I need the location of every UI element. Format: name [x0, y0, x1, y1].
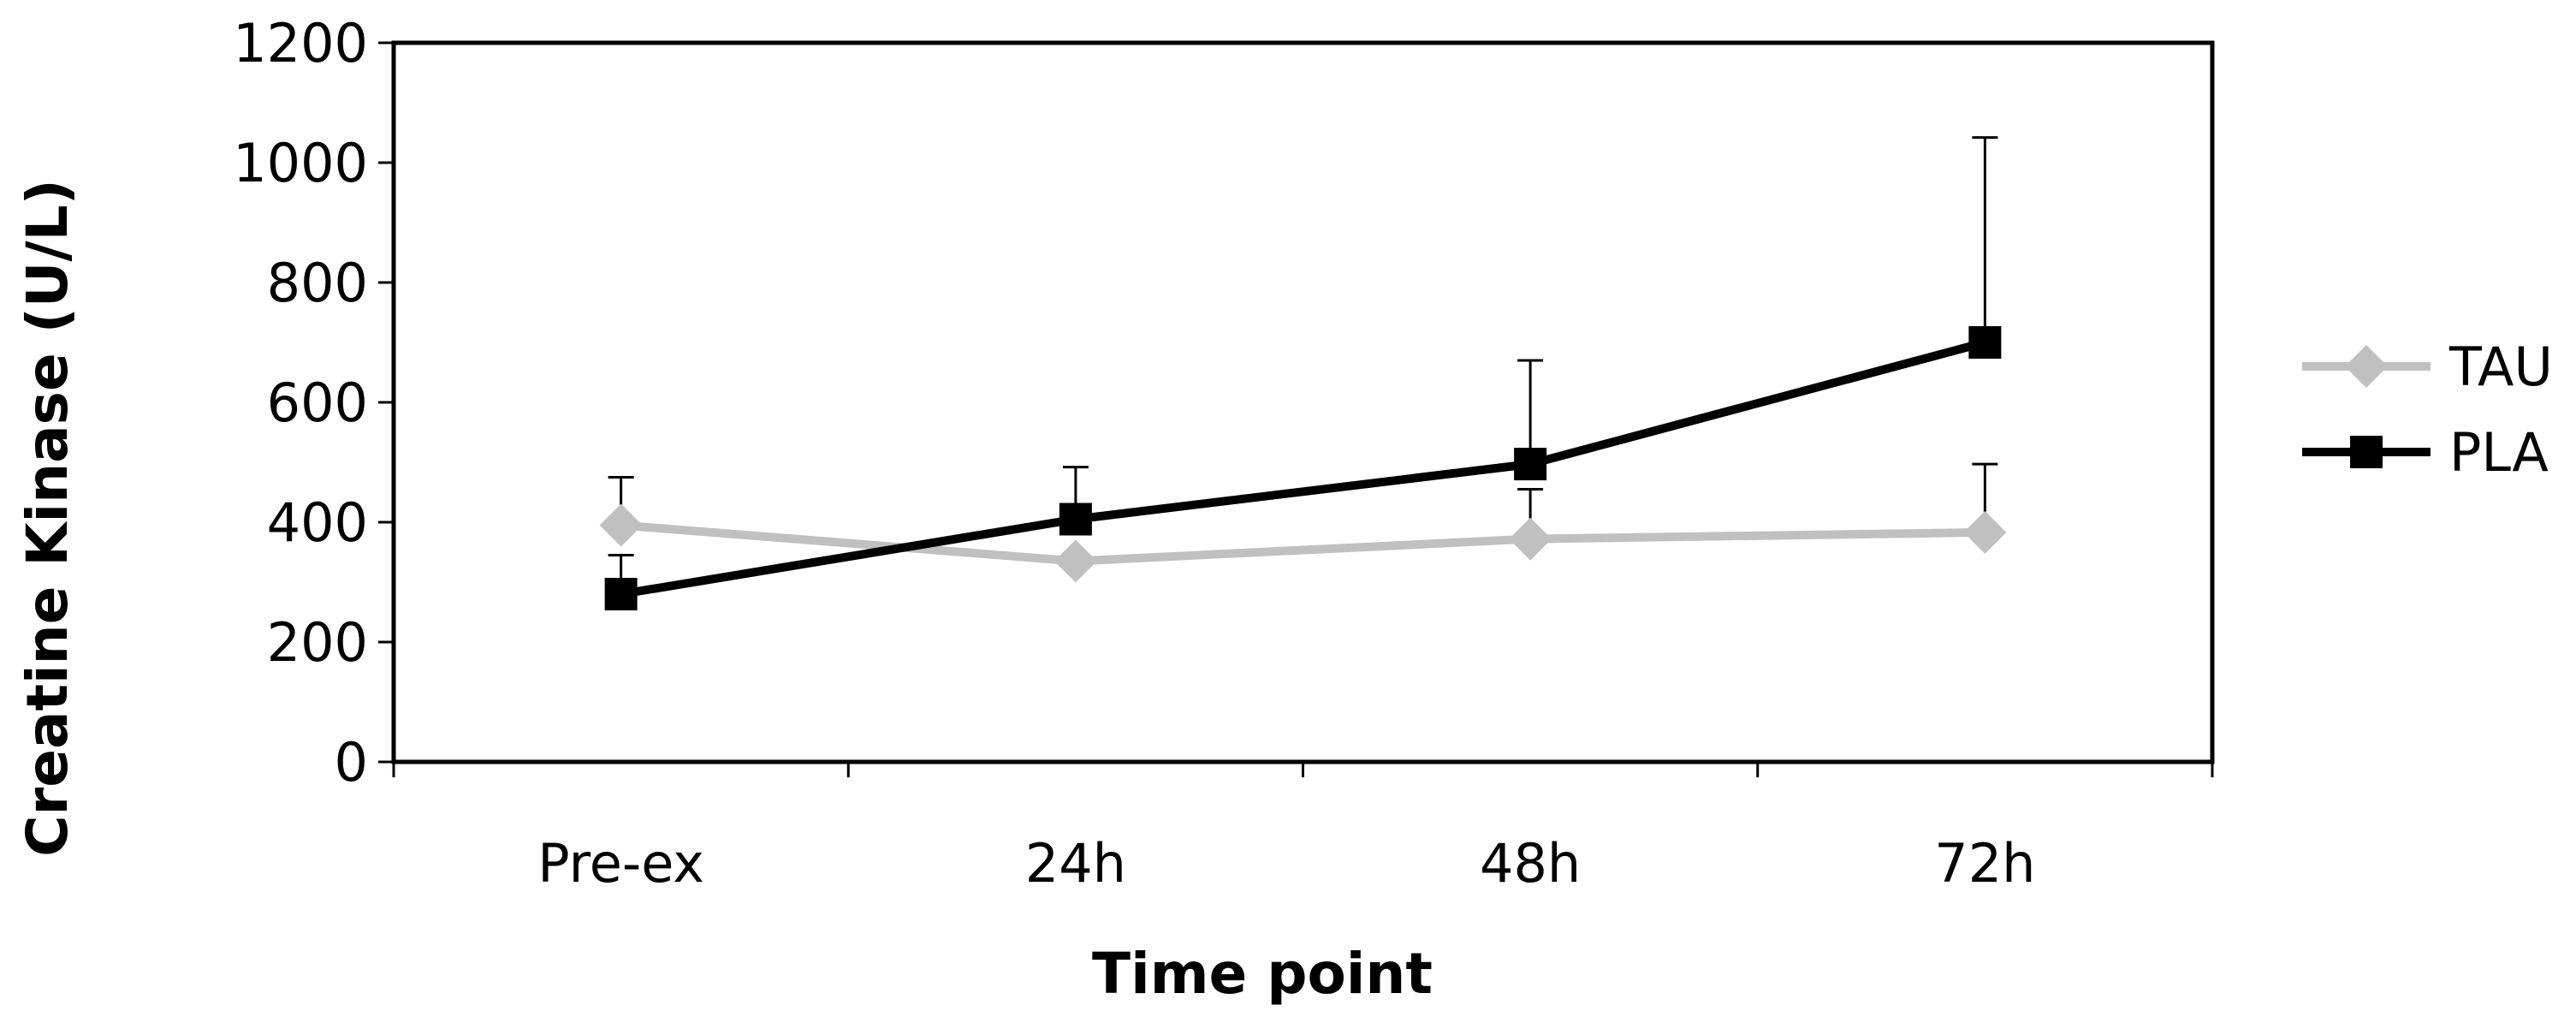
- x-tick-label: Pre-ex: [537, 832, 704, 895]
- y-tick-label: 0: [335, 731, 368, 794]
- y-tick-label: 1000: [233, 132, 368, 194]
- data-point-diamond: [1509, 517, 1552, 561]
- data-point-diamond: [1963, 510, 2007, 554]
- x-tick-label: 48h: [1480, 832, 1581, 895]
- y-tick-label: 400: [267, 491, 368, 554]
- legend-item-tau: TAU: [2302, 336, 2553, 398]
- y-tick-label: 600: [267, 372, 368, 434]
- legend-label-pla: PLA: [2449, 421, 2549, 484]
- y-tick-label: 200: [267, 611, 368, 674]
- series-pla: [604, 136, 2002, 610]
- data-point-square: [1514, 448, 1547, 481]
- plot-area-frame: [391, 40, 2215, 764]
- data-point-square: [2350, 436, 2383, 468]
- series-line-tau: [620, 520, 1985, 566]
- x-tick-label: 24h: [1025, 832, 1126, 895]
- legend-label-tau: TAU: [2448, 336, 2553, 398]
- x-tick-label: 72h: [1934, 832, 2035, 895]
- series-line-pla: [620, 338, 1986, 598]
- data-point-diamond: [599, 503, 643, 547]
- data-point-diamond: [2345, 345, 2388, 388]
- data-point-square: [1059, 503, 1092, 536]
- y-tick-label: 1200: [233, 12, 368, 74]
- series-tau: [599, 462, 2007, 583]
- x-axis-title: Time point: [1092, 941, 1433, 1007]
- data-point-square: [604, 578, 638, 610]
- data-point-square: [1968, 326, 2002, 359]
- y-axis-title: Creatine Kinase (U/L): [15, 179, 80, 857]
- y-tick-label: 800: [267, 252, 368, 314]
- legend-item-pla: PLA: [2302, 421, 2549, 484]
- data-point-diamond: [1054, 539, 1097, 583]
